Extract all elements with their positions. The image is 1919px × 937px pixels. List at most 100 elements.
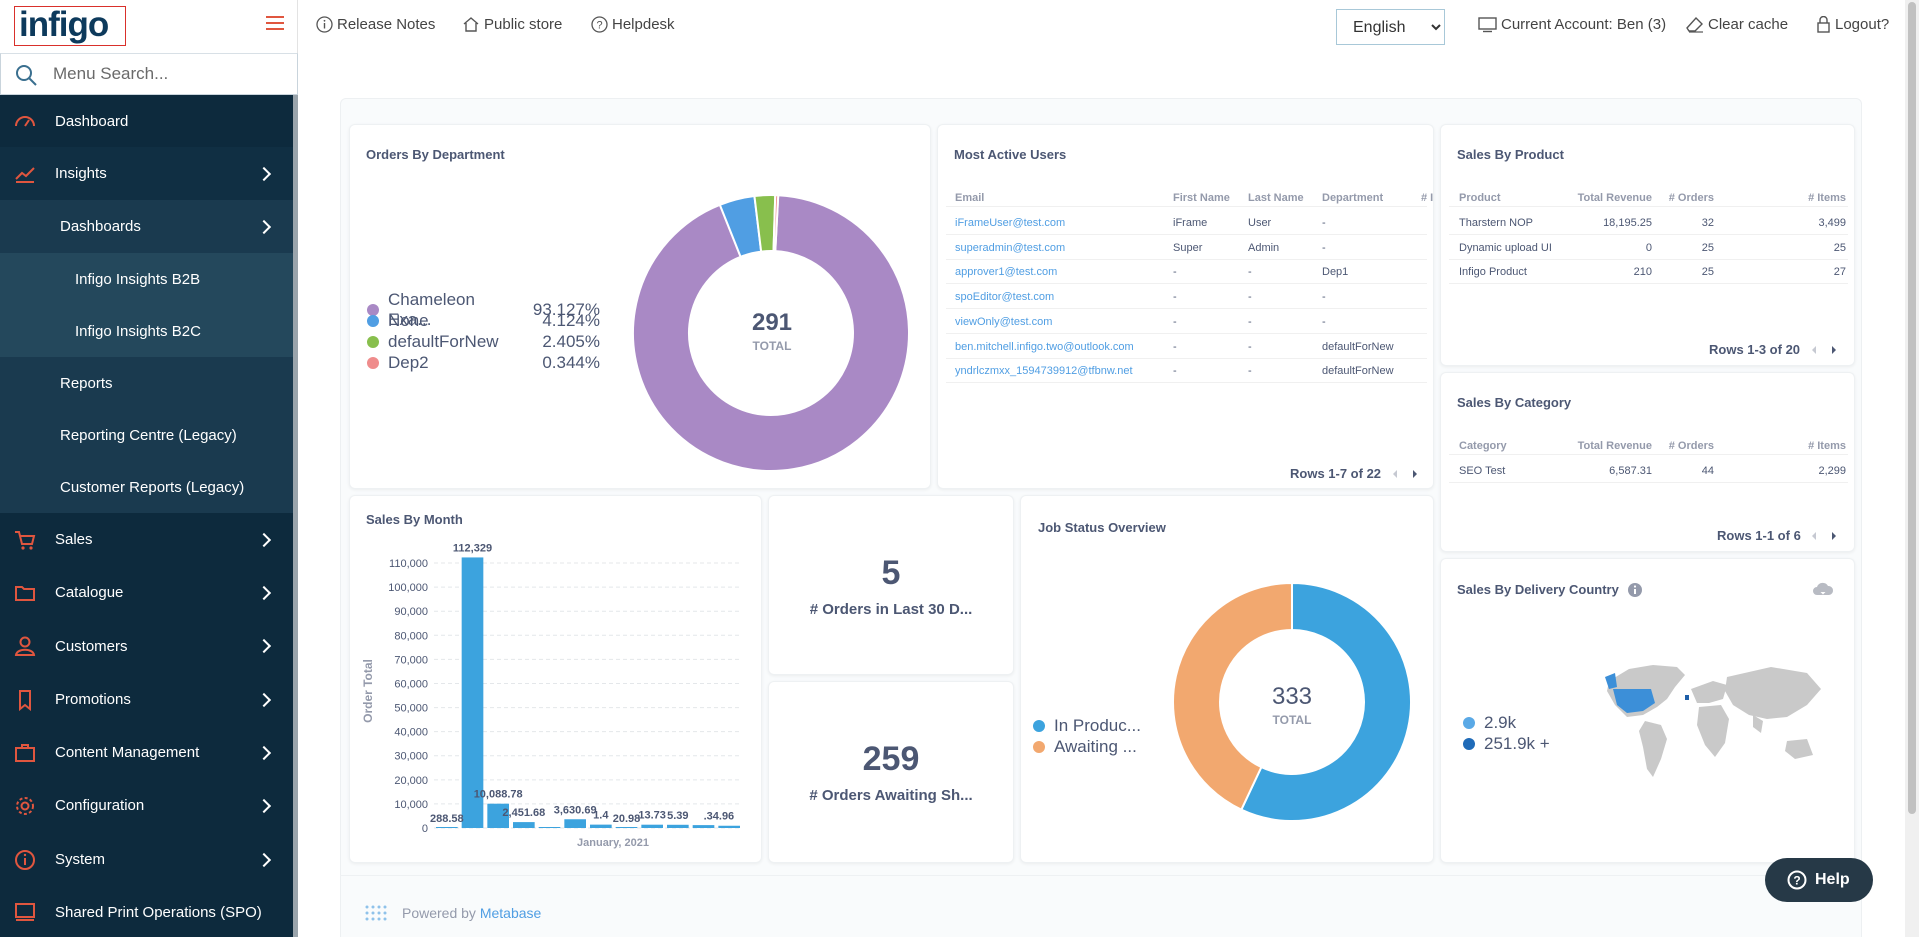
pager-arrows-icon[interactable]	[1810, 344, 1840, 356]
sidebar-item-spo[interactable]: Shared Print Operations (SPO)	[0, 887, 293, 937]
bar[interactable]	[436, 827, 458, 828]
table-cell[interactable]: ben.mitchell.infigo.two@outlook.com	[955, 340, 1134, 353]
download-cloud-icon[interactable]	[1812, 581, 1834, 597]
sidebar-item-dashboard[interactable]: Dashboard	[0, 95, 293, 147]
sales-by-product-card: Sales By Product Product Total Revenue # O…	[1440, 124, 1855, 366]
table-cell: -	[1173, 266, 1177, 279]
bar[interactable]	[564, 819, 586, 828]
current-account-link[interactable]: Current Account: Ben (3)	[1478, 16, 1666, 33]
table-cell[interactable]: superadmin@test.com	[955, 241, 1066, 254]
app-logo[interactable]: infigo	[14, 6, 126, 46]
job-status-slice[interactable]	[1172, 582, 1293, 812]
clear-cache-label: Clear cache	[1708, 16, 1789, 33]
legend-item[interactable]: Chameleon Exa... 93.127%	[367, 290, 600, 330]
sidebar-item-customer-reports[interactable]: Customer Reports (Legacy)	[0, 461, 293, 513]
sidebar-item-customers[interactable]: Customers	[0, 619, 293, 673]
legend-item[interactable]: Awaiting ...	[1033, 737, 1137, 757]
release-notes-link[interactable]: Release Notes	[316, 16, 435, 33]
legend-item[interactable]: Dep2 0.344%	[367, 353, 600, 373]
bar[interactable]	[692, 825, 715, 828]
sidebar-scrollbar[interactable]	[293, 95, 298, 937]
bar[interactable]	[590, 824, 612, 828]
metabase-logo-icon	[365, 905, 387, 921]
card-title: Most Active Users	[954, 147, 1067, 162]
bar[interactable]	[538, 827, 561, 828]
help-button[interactable]: ? Help	[1765, 858, 1873, 902]
sales-by-category-card: Sales By Category Category Total Revenue #…	[1440, 372, 1855, 552]
orders-awaiting-card: 259 # Orders Awaiting Sh...	[768, 681, 1014, 863]
column-header[interactable]: Product	[1459, 192, 1501, 204]
pager-arrows-icon[interactable]	[1810, 530, 1840, 542]
column-header[interactable]: Total Revenue	[1577, 440, 1652, 452]
sidebar-item-reporting-centre[interactable]: Reporting Centre (Legacy)	[0, 409, 293, 461]
column-header[interactable]: Last Name	[1248, 192, 1304, 204]
metabase-link[interactable]: Metabase	[479, 905, 542, 921]
column-header[interactable]: Total Revenue	[1577, 192, 1652, 204]
sidebar-item-sales[interactable]: Sales	[0, 513, 293, 566]
info-icon[interactable]	[1627, 582, 1643, 598]
table-cell[interactable]: iFrameUser@test.com	[955, 217, 1066, 229]
bar[interactable]	[513, 822, 535, 828]
column-header[interactable]: First Name	[1173, 192, 1230, 204]
legend-value: 2.405%	[542, 332, 600, 351]
legend-item[interactable]: None 4.124%	[367, 311, 600, 331]
sidebar-item-configuration[interactable]: Configuration	[0, 779, 293, 832]
sidebar-item-catalogue[interactable]: Catalogue	[0, 566, 293, 619]
column-header[interactable]: # Items	[1808, 192, 1846, 204]
table-cell[interactable]: spoEditor@test.com	[955, 291, 1055, 304]
bar[interactable]	[641, 824, 663, 828]
scrollbar-thumb[interactable]	[1908, 2, 1916, 814]
table-cell: -	[1173, 291, 1177, 304]
legend-item[interactable]: 251.9k +	[1463, 734, 1550, 754]
bar[interactable]	[667, 824, 689, 828]
y-tick-label: 100,000	[388, 582, 428, 594]
gear-icon	[16, 796, 34, 815]
department-slice[interactable]	[772, 194, 780, 253]
hamburger-icon[interactable]	[266, 16, 284, 32]
column-header[interactable]: Email	[955, 192, 985, 204]
table-cell[interactable]: yndrlczmxx_1594739912@tfbnw.net	[955, 365, 1133, 378]
column-header[interactable]: Department	[1322, 192, 1384, 204]
row-divider	[946, 382, 1427, 384]
table-cell: 18,195.25	[1603, 217, 1652, 229]
helpdesk-link[interactable]: ? Helpdesk	[591, 16, 675, 33]
language-select[interactable]: English	[1336, 9, 1445, 45]
bar-data-label: 13.73	[638, 810, 666, 822]
clear-cache-link[interactable]: Clear cache	[1686, 16, 1788, 33]
legend-item[interactable]: In Produc...	[1033, 716, 1141, 736]
bar[interactable]	[461, 557, 484, 828]
sidebar-item-insights-b2b[interactable]: Infigo Insights B2B	[0, 253, 293, 305]
release-notes-label: Release Notes	[337, 16, 436, 33]
job-status-slice[interactable]	[1240, 582, 1412, 822]
public-store-link[interactable]: Public store	[462, 16, 562, 33]
pager-arrows-icon[interactable]	[1391, 468, 1421, 480]
table-cell[interactable]: viewOnly@test.com	[955, 315, 1053, 328]
sidebar-item-reports[interactable]: Reports	[0, 357, 293, 409]
sidebar-item-label: Sales	[55, 531, 93, 548]
legend-item[interactable]: 2.9k	[1463, 713, 1516, 733]
sidebar-item-label: Infigo Insights B2B	[75, 270, 201, 288]
sidebar-item-system[interactable]: System	[0, 832, 293, 887]
menu-search-input[interactable]	[53, 64, 283, 84]
column-header[interactable]: # Orders	[1668, 192, 1714, 204]
sidebar-item-insights[interactable]: Insights	[0, 147, 293, 200]
column-header[interactable]: # Items	[1808, 440, 1846, 452]
question-circle-icon: ?	[591, 16, 608, 33]
sidebar-item-dashboards[interactable]: Dashboards	[0, 200, 293, 253]
sidebar-item-insights-b2c[interactable]: Infigo Insights B2C	[0, 305, 293, 357]
chevron-right-icon	[256, 692, 272, 707]
bar[interactable]	[615, 827, 638, 828]
table-cell[interactable]: approver1@test.com	[955, 266, 1058, 279]
logout-link[interactable]: Logout?	[1816, 16, 1889, 33]
chevron-right-icon	[256, 852, 272, 867]
department-slice[interactable]	[632, 194, 910, 472]
bar[interactable]	[487, 803, 509, 828]
column-header[interactable]: # I	[1421, 192, 1434, 204]
bar[interactable]	[718, 825, 740, 828]
sidebar-item-promotions[interactable]: Promotions	[0, 673, 293, 726]
column-header[interactable]: # Orders	[1668, 440, 1714, 452]
legend-item[interactable]: defaultForNew 2.405%	[367, 332, 600, 352]
column-header[interactable]: Category	[1459, 440, 1507, 452]
page-scrollbar[interactable]	[1905, 0, 1919, 937]
sidebar-item-content-management[interactable]: Content Management	[0, 726, 293, 779]
